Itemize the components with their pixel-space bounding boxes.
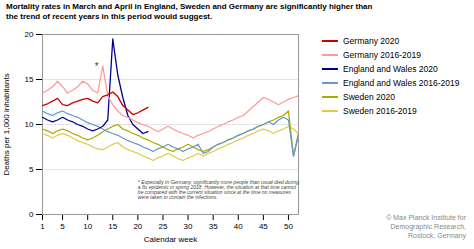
svg-text:50: 50 (284, 222, 293, 231)
svg-text:25: 25 (159, 222, 168, 231)
svg-text:0: 0 (29, 210, 34, 219)
svg-text:10: 10 (83, 222, 92, 231)
svg-text:*: * (94, 61, 99, 72)
svg-text:35: 35 (209, 222, 218, 231)
svg-text:20: 20 (25, 30, 34, 39)
svg-text:10: 10 (25, 120, 34, 129)
svg-text:5: 5 (29, 165, 34, 174)
svg-text:15: 15 (25, 75, 34, 84)
svg-text:5: 5 (60, 222, 65, 231)
svg-text:20: 20 (133, 222, 142, 231)
svg-text:30: 30 (184, 222, 193, 231)
svg-text:40: 40 (234, 222, 243, 231)
svg-text:Calendar week: Calendar week (144, 235, 198, 244)
svg-text:* Especially in Germany, signi: * Especially in Germany, significantly m… (138, 179, 299, 200)
svg-text:15: 15 (108, 222, 117, 231)
svg-text:Deaths per 1,000 inhabitants: Deaths per 1,000 inhabitants (2, 73, 11, 175)
svg-text:45: 45 (259, 222, 268, 231)
svg-text:1: 1 (40, 222, 45, 231)
